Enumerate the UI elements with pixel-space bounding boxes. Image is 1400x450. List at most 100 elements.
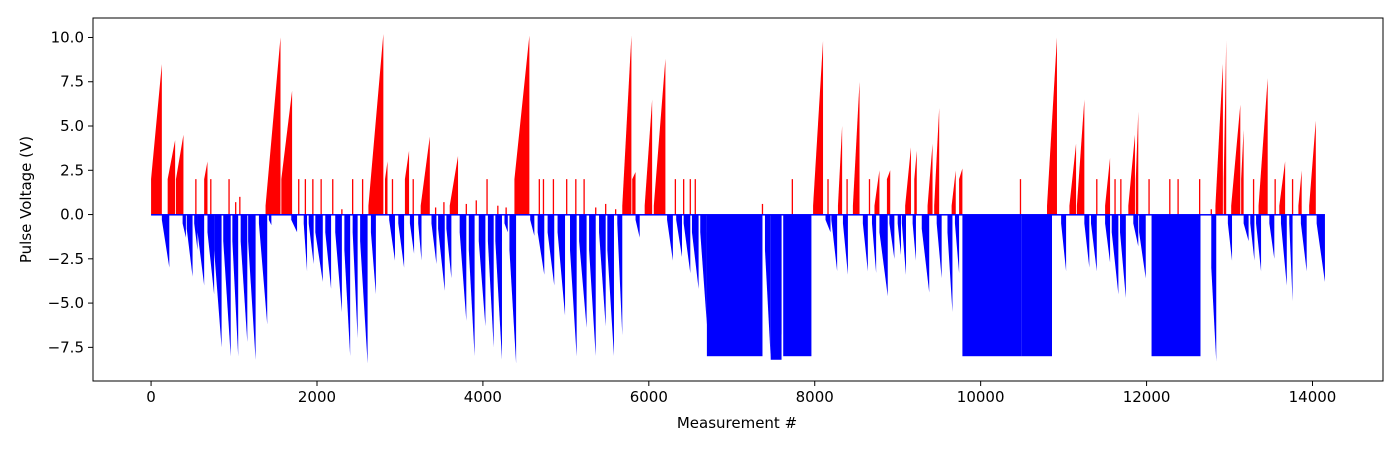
x-tick-label: 10000 bbox=[957, 388, 1005, 406]
y-axis-label: Pulse Voltage (V) bbox=[17, 136, 35, 263]
y-axis: −7.5 −5.0 −2.5 0.0 2.5 5.0 7.5 10.0 bbox=[48, 28, 93, 356]
negative-pulse-ramp bbox=[825, 214, 831, 233]
negative-pulse-ramp bbox=[459, 214, 467, 321]
negative-pulse-ramp bbox=[197, 214, 205, 286]
negative-pulse-ramp bbox=[912, 214, 916, 261]
negative-pulse-ramp bbox=[389, 214, 395, 261]
negative-pulse-ramp bbox=[676, 214, 683, 258]
positive-pulse-ramp bbox=[813, 41, 824, 215]
negative-pulse-ramp bbox=[897, 214, 902, 256]
negative-pulse-ramp bbox=[1133, 214, 1139, 247]
negative-pulse-ramp bbox=[509, 214, 517, 364]
negative-pulse-ramp bbox=[495, 214, 502, 360]
negative-pulse-ramp bbox=[1227, 214, 1233, 261]
negative-pulse-ramp bbox=[487, 214, 494, 348]
positive-pulse-ramp bbox=[837, 126, 843, 215]
negative-pulse-ramp bbox=[879, 214, 888, 297]
negative-pulse-ramp bbox=[223, 214, 231, 357]
positive-pulse-ramp bbox=[622, 35, 632, 215]
positive-pulse-ramp bbox=[1223, 41, 1227, 215]
negative-pulse-ramp bbox=[1084, 214, 1090, 268]
y-tick-label: −2.5 bbox=[48, 250, 84, 268]
x-tick-label: 6000 bbox=[630, 388, 668, 406]
negative-pulse-ramp bbox=[182, 214, 186, 238]
negative-pulse-ramp bbox=[889, 214, 895, 259]
negative-pulse-ramp bbox=[268, 214, 272, 226]
negative-pulse-ramp bbox=[161, 214, 170, 268]
positive-pulse-ramp bbox=[167, 140, 176, 215]
negative-pulse-ramp bbox=[764, 214, 771, 360]
negative-pulse-ramp bbox=[1211, 214, 1217, 362]
negative-pulse-ramp bbox=[1300, 214, 1307, 272]
negative-pulse-ramp bbox=[530, 214, 535, 236]
positive-pulse-ramp bbox=[1128, 134, 1135, 215]
positive-pulse-ramp bbox=[514, 35, 530, 215]
negative-pulse-ramp bbox=[862, 214, 868, 272]
positive-pulse-ramp bbox=[1135, 111, 1139, 215]
x-tick-label: 12000 bbox=[1123, 388, 1171, 406]
negative-pulse-ramp bbox=[207, 214, 215, 295]
positive-pulse-ramp bbox=[951, 170, 956, 215]
negative-pulse-ramp bbox=[478, 214, 486, 327]
negative-pulse-ramp bbox=[344, 214, 351, 357]
negative-pulse-ramp bbox=[291, 214, 298, 233]
positive-pulse-ramp bbox=[852, 81, 860, 215]
positive-pulse-ramp bbox=[204, 161, 208, 215]
negative-pulse-ramp bbox=[1256, 214, 1262, 272]
positive-pulse-ramp bbox=[420, 136, 430, 215]
negative-pulse-ramp bbox=[325, 214, 332, 289]
positive-pulse-ramp bbox=[449, 156, 459, 215]
positive-pulse-ramp bbox=[175, 134, 184, 215]
negative-pulse-ramp bbox=[842, 214, 848, 275]
negative-series bbox=[151, 214, 1325, 364]
negative-pulse-block bbox=[962, 214, 1022, 357]
negative-pulse-ramp bbox=[1280, 214, 1287, 286]
negative-pulse-ramp bbox=[504, 214, 508, 233]
y-tick-label: 10.0 bbox=[51, 28, 84, 46]
negative-pulse-ramp bbox=[607, 214, 614, 357]
negative-pulse-block bbox=[706, 214, 763, 357]
negative-pulse-ramp bbox=[446, 214, 452, 279]
negative-pulse-ramp bbox=[468, 214, 475, 357]
x-tick-label: 4000 bbox=[464, 388, 502, 406]
positive-pulse-ramp bbox=[1279, 161, 1286, 215]
positive-pulse-ramp bbox=[934, 108, 940, 215]
negative-pulse-ramp bbox=[409, 214, 415, 254]
x-tick-label: 14000 bbox=[1289, 388, 1337, 406]
positive-pulse-ramp bbox=[886, 170, 891, 215]
negative-pulse-ramp bbox=[398, 214, 405, 268]
negative-pulse-ramp bbox=[303, 214, 308, 272]
x-tick-label: 8000 bbox=[796, 388, 834, 406]
x-axis-label: Measurement # bbox=[677, 414, 797, 432]
negative-pulse-ramp bbox=[579, 214, 587, 328]
negative-pulse-ramp bbox=[1105, 214, 1111, 263]
negative-pulse-ramp bbox=[1090, 214, 1097, 272]
positive-pulse-ramp bbox=[281, 90, 293, 215]
negative-pulse-ramp bbox=[667, 214, 673, 261]
y-tick-label: 5.0 bbox=[60, 117, 84, 135]
negative-pulse-ramp bbox=[438, 214, 445, 291]
positive-pulse-ramp bbox=[1231, 104, 1241, 215]
negative-pulse-ramp bbox=[232, 214, 239, 357]
negative-pulse-ramp bbox=[1120, 214, 1126, 298]
negative-pulse-ramp bbox=[599, 214, 606, 327]
plot-frame bbox=[92, 17, 1384, 382]
negative-pulse-ramp bbox=[691, 214, 699, 289]
positive-pulse-ramp bbox=[1298, 170, 1302, 215]
positive-pulse-ramp bbox=[404, 150, 410, 215]
negative-pulse-ramp bbox=[871, 214, 877, 273]
negative-pulse-ramp bbox=[570, 214, 577, 357]
negative-pulse-ramp bbox=[1139, 214, 1146, 279]
negative-pulse-ramp bbox=[258, 214, 268, 325]
positive-pulse-ramp bbox=[1076, 99, 1085, 215]
y-tick-label: 7.5 bbox=[60, 73, 84, 91]
x-tick-label: 0 bbox=[146, 388, 156, 406]
x-axis: 0 2000 4000 6000 8000 10000 12000 14000 bbox=[146, 381, 1336, 406]
negative-pulse-ramp bbox=[1250, 214, 1255, 261]
positive-pulse-ramp bbox=[905, 147, 911, 215]
positive-pulse-ramp bbox=[368, 33, 384, 215]
positive-pulse-ramp bbox=[632, 172, 636, 215]
negative-pulse-ramp bbox=[248, 214, 256, 360]
positive-pulse-ramp bbox=[1047, 37, 1057, 215]
